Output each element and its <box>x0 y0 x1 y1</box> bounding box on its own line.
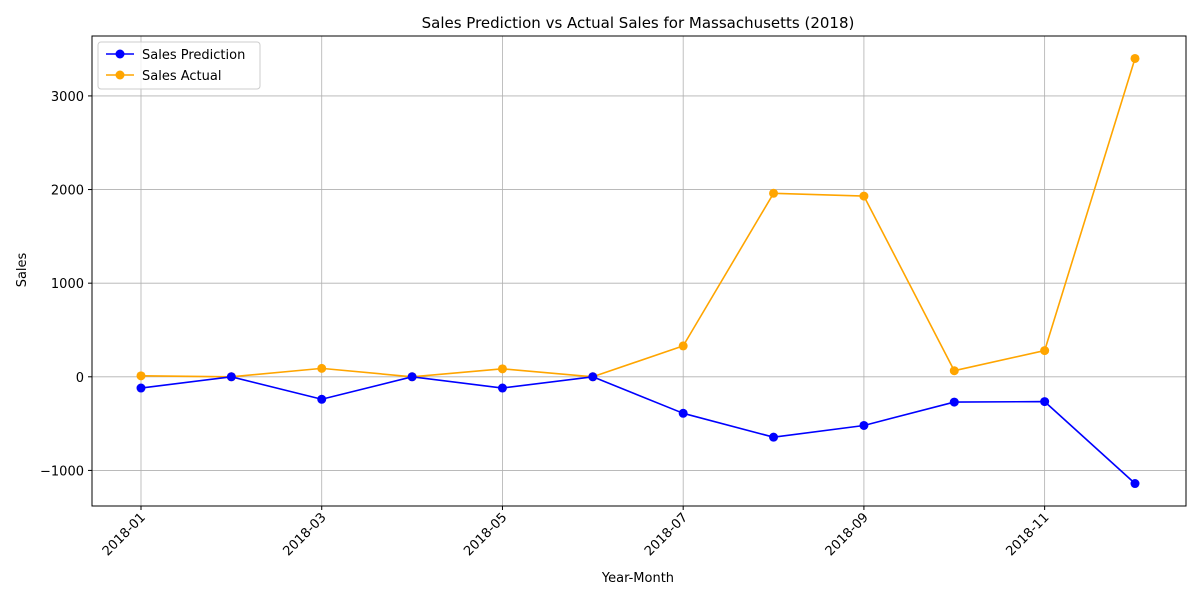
data-point-sales-actual <box>859 191 869 201</box>
data-point-sales-actual <box>678 341 688 351</box>
y-tick-label: 2000 <box>51 184 84 199</box>
data-point-sales-prediction <box>226 372 236 382</box>
data-point-sales-actual <box>769 188 779 198</box>
x-axis-ticks: 2018-01 2018-03 2018-05 2018-07 2018-09 2018-… <box>100 506 1052 559</box>
data-point-sales-prediction <box>497 383 507 393</box>
data-point-sales-actual <box>317 363 327 373</box>
data-point-sales-actual <box>949 366 959 376</box>
data-point-sales-actual <box>136 371 146 381</box>
chart-title: Sales Prediction vs Actual Sales for Mas… <box>422 14 855 32</box>
data-point-sales-prediction <box>407 372 417 382</box>
x-tick-label: 2018-01 <box>100 510 149 559</box>
data-point-sales-prediction <box>949 397 959 407</box>
y-axis-ticks: −1000 0 1000 2000 3000 <box>40 90 92 479</box>
data-point-sales-prediction <box>1130 479 1140 489</box>
series-layer <box>136 53 1140 489</box>
x-tick-label: 2018-05 <box>461 510 510 559</box>
data-point-sales-prediction <box>588 372 598 382</box>
legend-swatch-actual-marker <box>115 70 125 80</box>
x-tick-label: 2018-03 <box>281 510 330 559</box>
data-point-sales-prediction <box>136 383 146 393</box>
plot-frame <box>91 35 1187 507</box>
legend-label-actual: Sales Actual <box>142 69 221 84</box>
data-point-sales-prediction <box>1040 397 1050 407</box>
y-axis-label: Sales <box>15 252 30 287</box>
data-point-sales-actual <box>497 364 507 374</box>
y-tick-label: 0 <box>76 371 84 386</box>
x-axis-label: Year-Month <box>601 571 674 586</box>
y-tick-label: 1000 <box>51 277 84 292</box>
x-tick-label: 2018-07 <box>642 510 691 559</box>
grid-lines <box>92 36 1186 506</box>
y-tick-label: −1000 <box>40 464 84 479</box>
x-tick-label: 2018-09 <box>823 510 872 559</box>
data-point-sales-actual <box>1040 346 1050 356</box>
x-tick-label: 2018-11 <box>1003 510 1052 559</box>
series-line-sales-actual <box>140 58 1136 378</box>
data-point-sales-prediction <box>317 394 327 404</box>
y-tick-label: 3000 <box>51 90 84 105</box>
series-sales-actual <box>136 53 1140 382</box>
data-point-sales-prediction <box>678 408 688 418</box>
data-point-sales-prediction <box>859 420 869 430</box>
series-sales-prediction <box>136 372 1140 489</box>
data-point-sales-prediction <box>769 432 779 442</box>
legend-label-prediction: Sales Prediction <box>142 48 245 63</box>
series-line-sales-prediction <box>140 375 1136 485</box>
legend-box <box>97 41 261 90</box>
data-point-sales-actual <box>1130 53 1140 63</box>
legend: Sales Prediction Sales Actual <box>97 41 261 90</box>
legend-swatch-prediction-marker <box>115 49 125 59</box>
